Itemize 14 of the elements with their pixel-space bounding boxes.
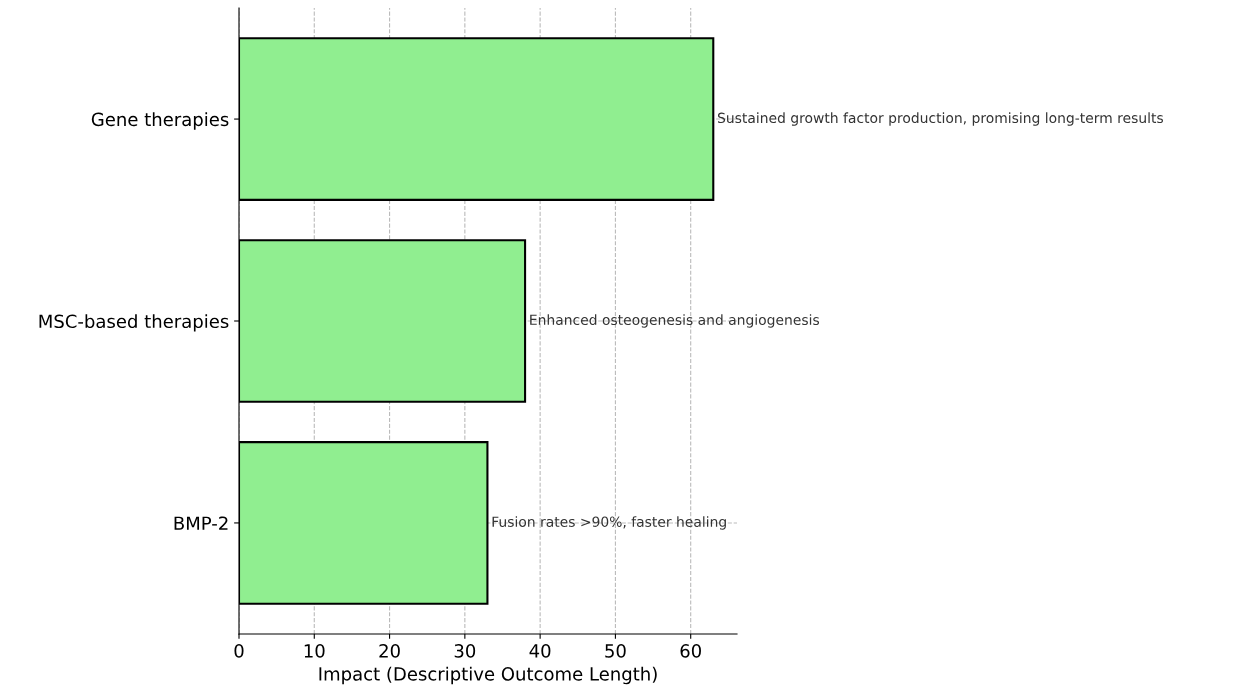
x-tick-label: 20 [379, 644, 400, 658]
y-tick-label: Gene therapies [91, 112, 229, 130]
x-tick-label: 30 [454, 644, 476, 658]
x-tick-label: 50 [605, 644, 626, 658]
x-tick-label: 10 [304, 644, 325, 658]
y-tick-label: MSC-based therapies [39, 314, 229, 332]
x-tick-label: 0 [234, 644, 244, 658]
annotation: Fusion rates >90%, faster healing [492, 516, 726, 530]
annotation: Enhanced osteogenesis and angiogenesis [530, 314, 820, 328]
x-tick-label: 60 [680, 644, 701, 658]
x-axis-title: Impact (Descriptive Outcome Length) [319, 666, 657, 685]
annotation: Sustained growth factor production, promising long-term results [717, 112, 1163, 126]
y-tick-label: BMP-2 [174, 516, 228, 530]
x-tick-label: 40 [529, 644, 551, 658]
